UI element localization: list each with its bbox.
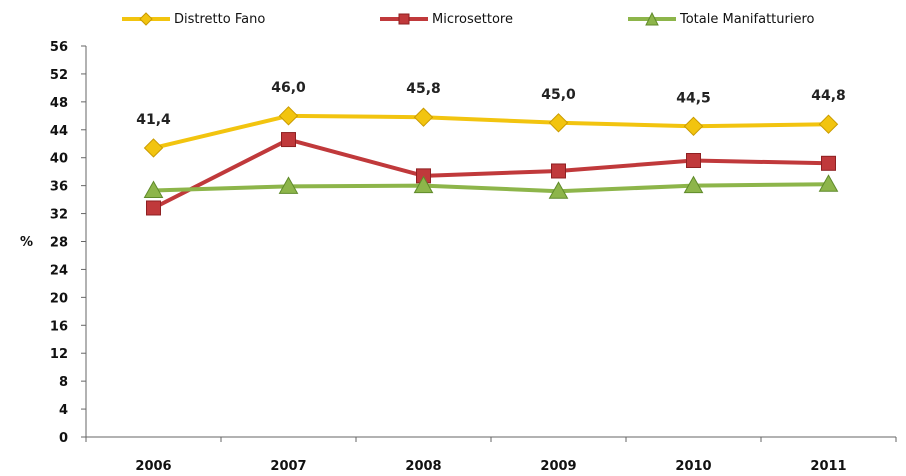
series-line-totale-manifatturiero — [153, 182, 829, 194]
y-tick-label: 40 — [50, 152, 68, 167]
data-point-totale-manifatturiero — [548, 181, 569, 199]
y-tick-label: 52 — [50, 68, 68, 83]
x-tick-label: 2007 — [270, 459, 306, 474]
y-tick-label: 32 — [50, 208, 68, 223]
x-tick-label: 2010 — [675, 459, 711, 474]
legend-line-distretto-fano — [122, 12, 170, 26]
data-label-distretto-fano: 45,8 — [406, 81, 441, 97]
data-labels: 41,4 46,0 45,8 45,0 44,5 44,8 — [136, 80, 846, 128]
data-point-totale-manifatturiero — [818, 174, 839, 192]
legend-label-totale-manifatturiero: Totale Manifatturiero — [680, 11, 815, 27]
data-label-distretto-fano: 46,0 — [271, 80, 306, 96]
data-point-distretto-fano — [413, 107, 434, 127]
data-point-totale-manifatturiero — [143, 180, 164, 199]
y-tick-label: 0 — [59, 431, 68, 446]
y-tick-label: 36 — [50, 180, 68, 195]
data-label-distretto-fano: 44,8 — [811, 88, 846, 104]
data-point-distretto-fano — [683, 116, 704, 137]
data-label-distretto-fano: 44,5 — [676, 90, 711, 106]
diamond-marker-icon — [139, 12, 153, 26]
series-markers — [143, 106, 839, 216]
triangle-marker-icon — [645, 12, 659, 26]
legend-label-microsettore: Microsettore — [432, 11, 513, 27]
x-tick-label: 2011 — [810, 459, 846, 474]
y-tick-label: 16 — [50, 319, 68, 334]
legend-label-distretto-fano: Distretto Fano — [174, 11, 266, 27]
data-point-microsettore — [281, 132, 296, 148]
data-point-totale-manifatturiero — [413, 175, 434, 194]
data-label-distretto-fano: 41,4 — [136, 112, 171, 128]
x-tick-label: 2009 — [540, 459, 576, 474]
series-line-distretto-fano — [153, 113, 829, 150]
legend-line-totale-manifatturiero — [628, 12, 676, 26]
y-tick-label: 48 — [50, 96, 68, 111]
data-point-distretto-fano — [278, 106, 299, 126]
data-point-microsettore — [551, 163, 566, 179]
data-point-distretto-fano — [143, 138, 164, 158]
y-tick-label: 44 — [50, 124, 68, 139]
x-tick-label: 2006 — [135, 459, 171, 474]
legend-item-totale-manifatturiero: Totale Manifatturiero — [628, 8, 814, 30]
series-lines — [152, 113, 829, 210]
square-marker-icon — [398, 13, 410, 25]
data-point-distretto-fano — [548, 113, 569, 133]
data-point-microsettore — [146, 200, 161, 216]
y-tick-label: 20 — [50, 291, 68, 306]
series-line-microsettore — [152, 137, 829, 210]
y-tick-label: 4 — [59, 403, 68, 418]
y-tick-label: 24 — [50, 263, 68, 278]
data-point-microsettore — [686, 153, 701, 169]
legend-item-distretto-fano: Distretto Fano — [122, 8, 265, 30]
legend-line-microsettore — [380, 13, 428, 25]
data-label-distretto-fano: 45,0 — [541, 87, 576, 103]
y-tick-label: 8 — [59, 375, 68, 390]
y-tick-label: 56 — [50, 40, 68, 55]
legend-item-microsettore: Microsettore — [380, 8, 513, 30]
y-axis-label: % — [20, 235, 33, 250]
data-point-microsettore — [821, 155, 836, 171]
y-tick-label: 28 — [50, 236, 68, 251]
y-tick-label: 12 — [50, 347, 68, 362]
chart-legend: Distretto Fano Microsettore Totale Manif… — [0, 8, 906, 30]
data-point-totale-manifatturiero — [278, 176, 299, 194]
x-tick-label: 2008 — [405, 459, 441, 474]
data-point-totale-manifatturiero — [683, 175, 704, 194]
data-point-distretto-fano — [818, 114, 839, 134]
